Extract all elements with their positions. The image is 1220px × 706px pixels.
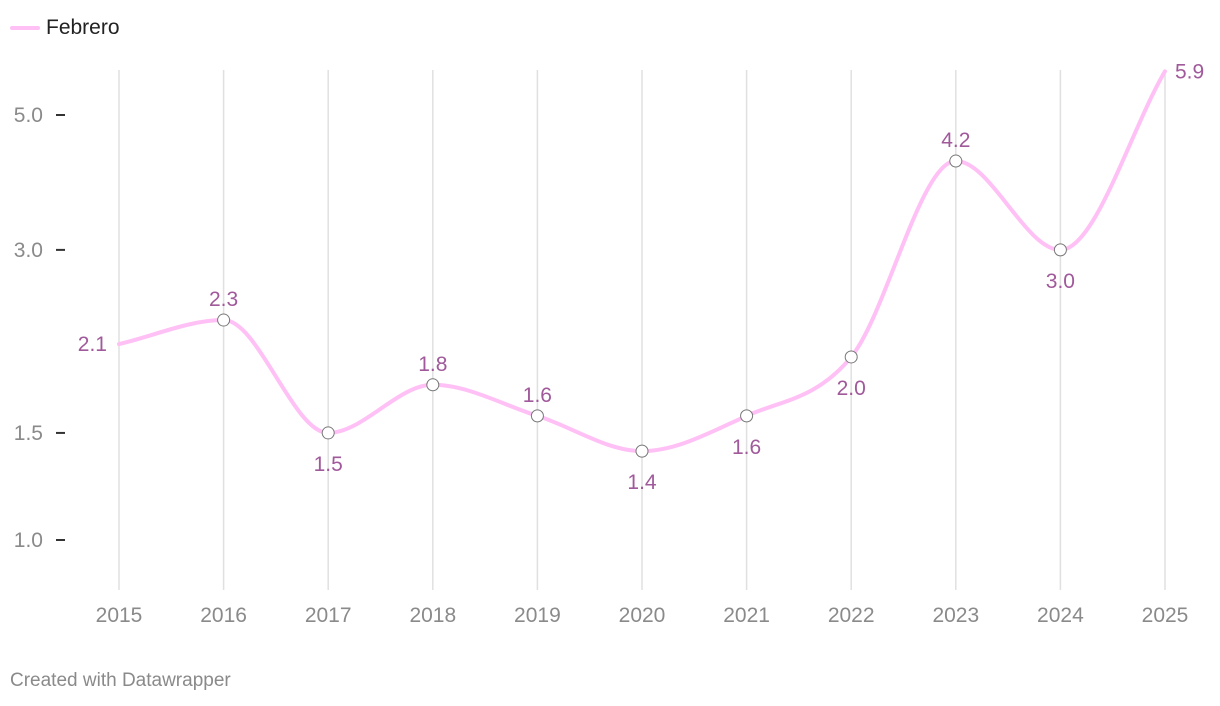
line-chart: 1.0 1.5 3.0 5.0 2015 2016 2017 2018 2019 2020 202…	[14, 60, 1204, 627]
y-tick-label-3.0: 3.0	[14, 239, 43, 262]
x-tick-label-2024: 2024	[1037, 604, 1084, 627]
x-tick-label-2022: 2022	[828, 604, 875, 627]
x-tick-label-2025: 2025	[1142, 604, 1189, 627]
series-line-febrero	[117, 69, 1167, 454]
data-point-2017	[321, 426, 335, 440]
x-tick-label-2017: 2017	[305, 604, 352, 627]
data-label-2018: 1.8	[418, 353, 447, 376]
x-tick-label-2021: 2021	[723, 604, 770, 627]
x-tick-label-2015: 2015	[96, 604, 143, 627]
y-tick-label-1.5: 1.5	[14, 422, 43, 445]
data-label-2025: 5.9	[1175, 60, 1204, 83]
data-point-2016	[217, 313, 231, 327]
data-label-2016: 2.3	[209, 288, 238, 311]
y-tick-label-5.0: 5.0	[14, 104, 43, 127]
data-point-2019	[530, 409, 544, 423]
data-label-2024: 3.0	[1046, 270, 1075, 293]
y-axis: 1.0 1.5 3.0 5.0	[14, 104, 65, 552]
x-tick-label-2016: 2016	[200, 604, 247, 627]
data-label-2017: 1.5	[314, 453, 343, 476]
data-label-2015: 2.1	[78, 333, 107, 356]
data-label-2020: 1.4	[627, 471, 657, 494]
data-point-2022	[844, 350, 858, 364]
x-tick-label-2023: 2023	[932, 604, 979, 627]
x-tick-label-2018: 2018	[409, 604, 456, 627]
data-label-2022: 2.0	[837, 377, 866, 400]
data-label-2019: 1.6	[523, 384, 552, 407]
data-label-2021: 1.6	[732, 436, 761, 459]
data-point-2023	[949, 154, 963, 168]
data-points	[217, 154, 1067, 458]
x-axis: 2015 2016 2017 2018 2019 2020 2021 2022 2023 2024…	[96, 604, 1189, 627]
data-point-2020	[635, 444, 649, 458]
x-tick-label-2020: 2020	[619, 604, 666, 627]
data-label-2023: 4.2	[941, 129, 970, 152]
footer-credit: Created with Datawrapper	[10, 670, 231, 691]
legend: Febrero	[10, 16, 120, 40]
data-labels: 2.1 2.3 1.5 1.8 1.6 1.4 1.6 2.0 4.2 3.0 5.9	[78, 60, 1204, 494]
x-tick-label-2019: 2019	[514, 604, 561, 627]
data-point-2021	[740, 409, 754, 423]
legend-label: Febrero	[46, 16, 120, 39]
y-tick-label-1.0: 1.0	[14, 529, 43, 552]
data-point-2024	[1053, 243, 1067, 257]
vertical-gridlines	[118, 70, 1166, 590]
legend-swatch	[10, 26, 40, 30]
data-point-2018	[426, 378, 440, 392]
